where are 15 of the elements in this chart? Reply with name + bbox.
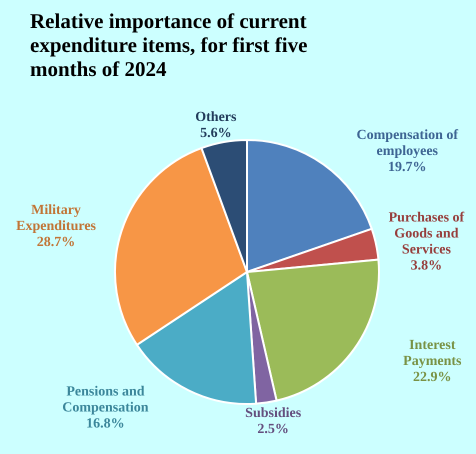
slice-label: Pensions and Compensation [62,384,149,416]
data-label: 28.7% [36,235,76,250]
slice-label: Military Expenditures [16,203,97,234]
data-label: 2.5% [257,422,289,437]
slice-label: Compensation of employees [356,128,458,159]
data-label: 3.8% [410,258,442,274]
slice-label: Interest Payments [403,338,462,369]
slice-label: Others [195,110,237,125]
slice-label: Subsidies [245,406,302,421]
data-label: 16.8% [86,416,125,432]
chart-title: Relative importance of current expenditure items, for first five months of 2024 [30,9,308,81]
slice-label: Purchases of Goods and Services [388,210,465,258]
data-label: 19.7% [388,160,427,175]
data-label: 22.9% [413,370,452,385]
data-label: 5.6% [200,126,232,141]
